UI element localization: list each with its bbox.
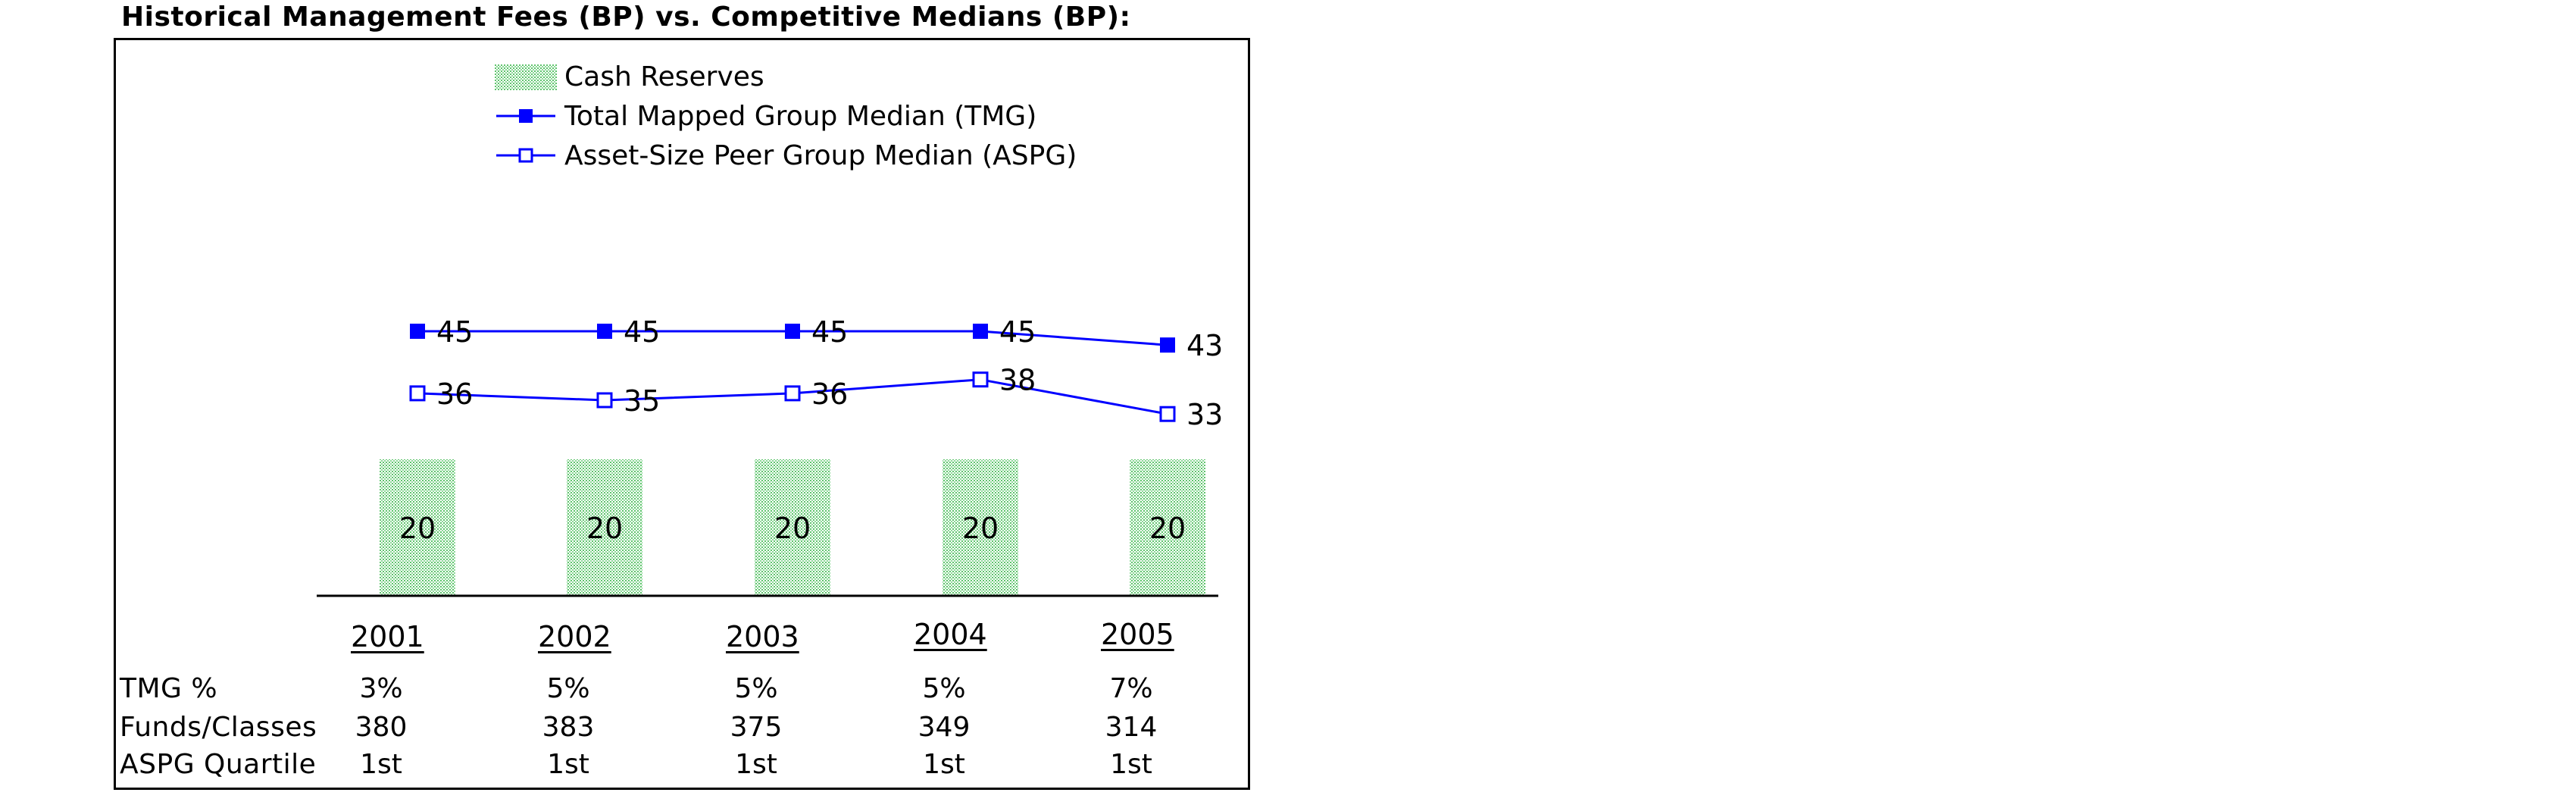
- point-aspg: [409, 385, 426, 402]
- hollow-square-marker-icon: [495, 140, 557, 171]
- chart-plot: 20 20 20 20 20 45 45 45 45 43 36 35 36 38 33: [317, 315, 1223, 597]
- table-row-label: Funds/Classes: [120, 712, 317, 743]
- table-cell: 1st: [735, 749, 777, 780]
- table-cell: 1st: [923, 749, 965, 780]
- table-cell: 7%: [1109, 673, 1153, 704]
- table-cell: 5%: [734, 673, 778, 704]
- bar-data-label: 20: [774, 512, 811, 545]
- line-data-label: 45: [436, 315, 473, 349]
- table-cell: 349: [918, 712, 971, 743]
- line-data-label: 33: [1186, 398, 1223, 431]
- point-tmg: [410, 324, 425, 339]
- table-cell: 1st: [1110, 749, 1152, 780]
- line-data-label: 45: [811, 315, 848, 349]
- line-data-label: 45: [999, 315, 1036, 349]
- x-tick-label: 2002: [538, 620, 611, 653]
- line-data-label: 43: [1186, 329, 1223, 362]
- bar-cash-reserves: [943, 459, 1018, 596]
- point-aspg: [1159, 406, 1176, 422]
- legend-label: Cash Reserves: [564, 61, 764, 92]
- filled-square-marker-icon: [495, 101, 557, 131]
- line-data-label: 36: [811, 377, 848, 411]
- chart-frame: 20 20 20 20 20 45 45 45 45 43 36 35 36 38 33 Cash Res…: [114, 38, 1250, 790]
- x-tick-label: 2005: [1101, 618, 1174, 651]
- point-tmg: [973, 324, 988, 339]
- table-cell: 1st: [360, 749, 402, 780]
- point-tmg: [597, 324, 612, 339]
- point-aspg: [596, 392, 613, 409]
- table-cell: 1st: [547, 749, 589, 780]
- bar-cash-reserves: [1130, 459, 1205, 596]
- line-data-label: 45: [624, 315, 660, 349]
- bar-data-label: 20: [962, 512, 999, 545]
- x-tick-label: 2001: [351, 620, 424, 653]
- legend-item-bar: Cash Reserves: [495, 58, 764, 95]
- point-aspg: [784, 385, 801, 402]
- table-row-label: TMG %: [120, 673, 218, 704]
- bar-data-label: 20: [1149, 512, 1186, 545]
- point-aspg: [972, 371, 989, 388]
- line-data-label: 36: [436, 377, 473, 411]
- table-cell: 5%: [546, 673, 590, 704]
- page-title: Historical Management Fees (BP) vs. Comp…: [121, 2, 1131, 33]
- table-cell: 3%: [359, 673, 403, 704]
- bar-swatch-icon: [495, 61, 557, 92]
- table-cell: 314: [1105, 712, 1158, 743]
- legend-label: Total Mapped Group Median (TMG): [564, 100, 1037, 132]
- bar-cash-reserves: [567, 459, 642, 596]
- legend-label: Asset-Size Peer Group Median (ASPG): [564, 139, 1077, 171]
- table-cell: 5%: [922, 673, 966, 704]
- bar-data-label: 20: [586, 512, 623, 545]
- line-data-label: 35: [624, 384, 660, 418]
- bar-data-label: 20: [399, 512, 436, 545]
- bar-cash-reserves: [755, 459, 830, 596]
- table-cell: 375: [730, 712, 783, 743]
- point-tmg: [1160, 337, 1175, 353]
- x-tick-label: 2004: [914, 618, 987, 651]
- table-cell: 380: [355, 712, 408, 743]
- line-data-label: 38: [999, 364, 1036, 397]
- legend-item-tmg: Total Mapped Group Median (TMG): [495, 98, 1036, 134]
- point-tmg: [785, 324, 800, 339]
- legend-item-aspg: Asset-Size Peer Group Median (ASPG): [495, 137, 1077, 174]
- table-row-label: ASPG Quartile: [120, 749, 317, 780]
- bar-cash-reserves: [380, 459, 455, 596]
- x-tick-label: 2003: [726, 620, 799, 653]
- table-cell: 383: [542, 712, 595, 743]
